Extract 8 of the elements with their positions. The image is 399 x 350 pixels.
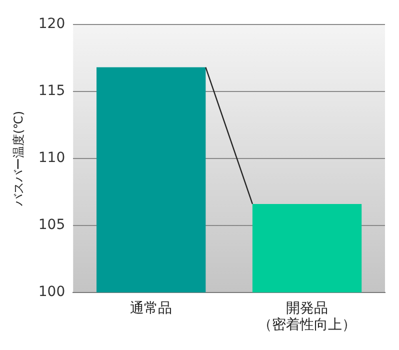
y-tick-label: 115 bbox=[38, 83, 66, 100]
y-tick-label: 110 bbox=[38, 150, 66, 166]
y-tick-label: 120 bbox=[38, 16, 66, 32]
y-axis-title: バスバー温度(℃) bbox=[11, 110, 26, 207]
y-tick-label: 105 bbox=[38, 217, 66, 234]
x-tick-label: 開発品（密着性向上） bbox=[258, 300, 356, 334]
y-tick-label: 100 bbox=[38, 284, 66, 300]
x-tick-label: 通常品 bbox=[130, 300, 172, 316]
